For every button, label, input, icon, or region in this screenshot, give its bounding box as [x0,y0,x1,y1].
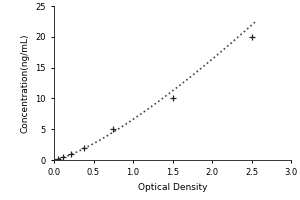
X-axis label: Optical Density: Optical Density [138,183,207,192]
Y-axis label: Concentration(ng/mL): Concentration(ng/mL) [21,33,30,133]
